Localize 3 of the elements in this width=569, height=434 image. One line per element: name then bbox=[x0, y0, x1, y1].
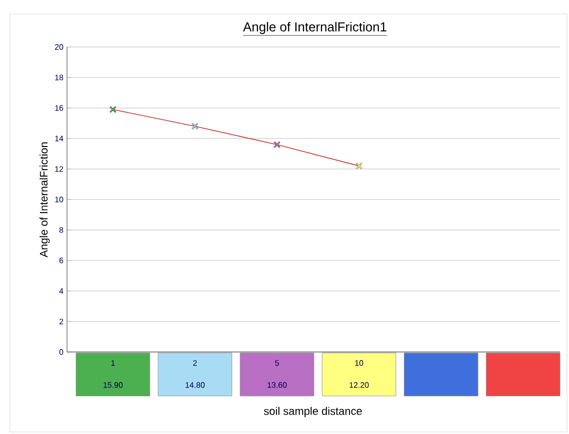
chart-title: Angle of InternalFriction1 bbox=[243, 22, 386, 34]
y-axis-title: Angle of InternalFriction bbox=[40, 142, 50, 258]
x-axis-title: soil sample distance bbox=[264, 406, 362, 418]
